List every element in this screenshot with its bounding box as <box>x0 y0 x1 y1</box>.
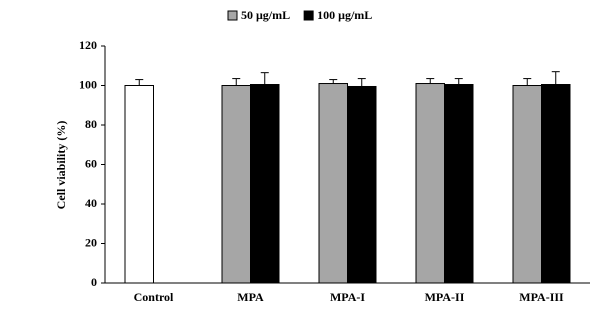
bar <box>124 85 154 284</box>
y-tick-label: 60 <box>85 156 97 170</box>
y-tick-label: 0 <box>91 275 97 289</box>
y-tick-label: 100 <box>79 77 97 91</box>
bar <box>444 84 474 284</box>
legend-swatch <box>227 10 238 21</box>
legend-swatch <box>303 10 314 21</box>
x-tick-label: MPA-II <box>425 290 465 304</box>
bar <box>250 84 280 284</box>
x-tick-label: MPA-III <box>519 290 564 304</box>
legend-label: 50 μg/mL <box>241 8 290 22</box>
y-tick-label: 40 <box>85 196 97 210</box>
x-tick-label: Control <box>134 290 174 304</box>
y-tick-label: 80 <box>85 117 97 131</box>
bar <box>415 83 445 284</box>
y-tick-label: 20 <box>85 235 97 249</box>
x-tick-label: MPA <box>237 290 264 304</box>
bar <box>512 85 542 284</box>
x-tick-label: MPA-I <box>330 290 365 304</box>
legend-label: 100 μg/mL <box>317 8 372 22</box>
y-axis-label: Cell viability (%) <box>54 121 68 210</box>
bar <box>221 85 251 284</box>
bar <box>347 85 377 284</box>
bar <box>541 84 571 284</box>
bar <box>318 83 348 284</box>
y-tick-label: 120 <box>79 38 97 52</box>
